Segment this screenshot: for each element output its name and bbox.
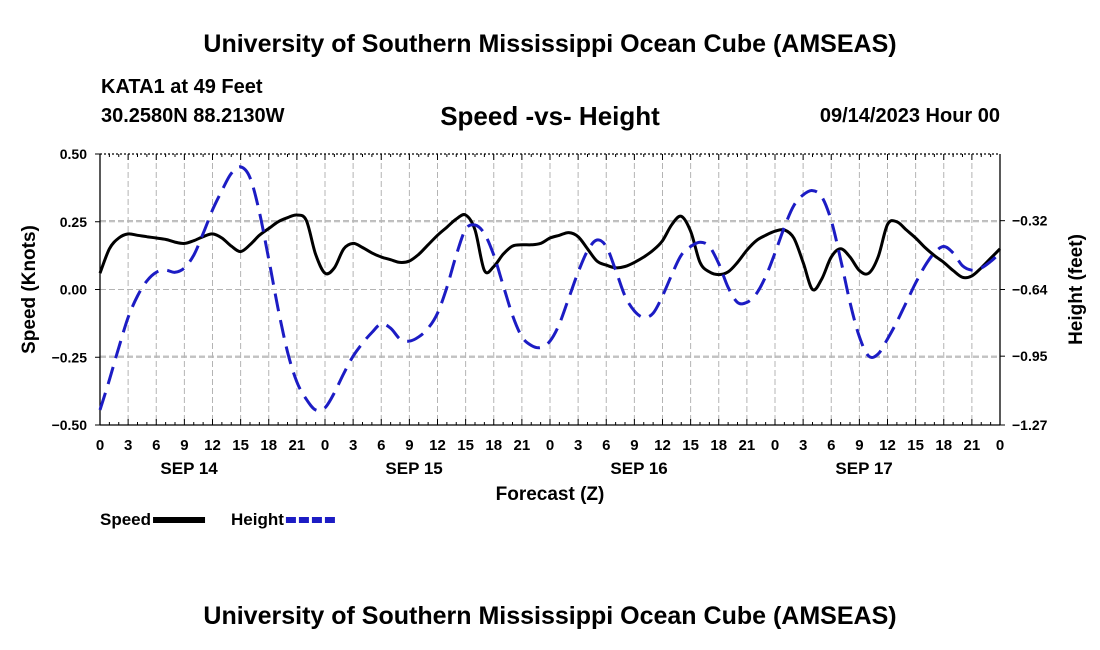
- y-tick-label: 0.25: [60, 214, 87, 230]
- legend-label-height: Height: [231, 510, 284, 529]
- x-tick-label: 21: [739, 437, 756, 454]
- x-tick-label: 18: [710, 437, 727, 454]
- station-label: KATA1 at 49 Feet: [101, 76, 263, 98]
- x-tick-label: 21: [289, 437, 306, 454]
- legend: Speed Height: [100, 510, 338, 529]
- x-date-label: SEP 15: [385, 459, 442, 478]
- y-tick-label: −0.50: [52, 417, 88, 433]
- x-tick-label: 0: [546, 437, 554, 454]
- x-tick-label: 15: [232, 437, 249, 454]
- axis-labels: 0 3 6 9 12 15 18 21 0 3 6 9 12 15 18 21 0 3 6 9 12 15 18 21 0 3 6 9…: [19, 146, 1087, 505]
- x-tick-label: 3: [124, 437, 132, 454]
- y2-tick-label: −0.95: [1012, 348, 1048, 364]
- x-tick-label: 12: [204, 437, 221, 454]
- y-axis-label: Speed (Knots): [19, 225, 40, 354]
- x-tick-label: 21: [514, 437, 531, 454]
- x-tick-label: 12: [654, 437, 671, 454]
- series-line-speed: [98, 213, 1002, 292]
- x-tick-label: 0: [321, 437, 329, 454]
- x-tick-label: 9: [630, 437, 638, 454]
- y2-axis-label: Height (feet): [1066, 234, 1087, 345]
- x-date-label: SEP 17: [835, 459, 892, 478]
- y2-tick-label: −1.27: [1012, 417, 1048, 433]
- x-tick-label: 15: [907, 437, 924, 454]
- x-tick-label: 3: [349, 437, 357, 454]
- x-tick-label: 12: [429, 437, 446, 454]
- y-tick-label: −0.25: [52, 349, 88, 365]
- coordinates-label: 30.2580N 88.2130W: [101, 105, 285, 127]
- x-date-label: SEP 14: [160, 459, 218, 478]
- x-tick-label: 9: [405, 437, 413, 454]
- y2-tick-label: −0.64: [1012, 282, 1048, 298]
- y-tick-label: 0.50: [60, 146, 87, 162]
- y-tick-label: 0.00: [60, 282, 87, 298]
- x-tick-label: 3: [574, 437, 582, 454]
- series-line-height: [98, 165, 1002, 413]
- x-tick-label: 21: [964, 437, 981, 454]
- x-tick-label: 15: [682, 437, 699, 454]
- series: [98, 165, 1002, 413]
- x-tick-label: 6: [827, 437, 835, 454]
- x-tick-label: 18: [485, 437, 502, 454]
- x-axis-label: Forecast (Z): [496, 484, 605, 505]
- legend-label-speed: Speed: [100, 510, 151, 529]
- x-tick-label: 15: [457, 437, 474, 454]
- x-tick-label: 12: [879, 437, 896, 454]
- x-tick-label: 6: [602, 437, 610, 454]
- x-tick-label: 9: [855, 437, 863, 454]
- bottom-title: University of Southern Mississippi Ocean…: [203, 602, 897, 630]
- grid: [100, 154, 1000, 425]
- x-tick-label: 0: [996, 437, 1004, 454]
- x-tick-label: 9: [180, 437, 188, 454]
- x-tick-label: 3: [799, 437, 807, 454]
- x-tick-label: 6: [152, 437, 160, 454]
- top-title: University of Southern Mississippi Ocean…: [203, 30, 897, 58]
- chart-title: Speed -vs- Height: [440, 101, 660, 131]
- x-tick-label: 6: [377, 437, 385, 454]
- y2-tick-label: −0.32: [1012, 213, 1048, 229]
- axes: [95, 153, 1005, 426]
- x-tick-label: 18: [260, 437, 277, 454]
- x-tick-label: 0: [771, 437, 779, 454]
- x-date-label: SEP 16: [610, 459, 667, 478]
- x-tick-label: 0: [96, 437, 104, 454]
- x-tick-label: 18: [935, 437, 952, 454]
- run-time-label: 09/14/2023 Hour 00: [819, 105, 1000, 127]
